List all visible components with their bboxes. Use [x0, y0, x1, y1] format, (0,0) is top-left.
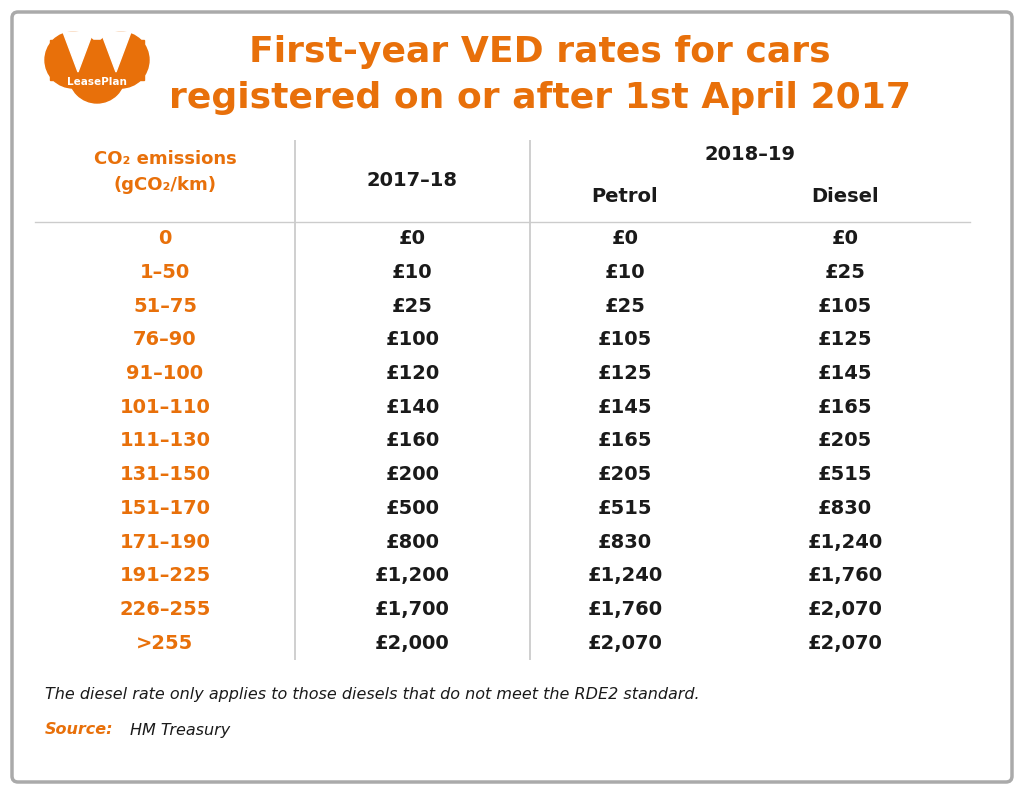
Text: The diesel rate only applies to those diesels that do not meet the RDE2 standard: The diesel rate only applies to those di…	[45, 688, 699, 703]
Text: 51–75: 51–75	[133, 297, 197, 316]
Text: 111–130: 111–130	[120, 431, 211, 450]
Text: 131–150: 131–150	[120, 465, 211, 484]
Text: £165: £165	[598, 431, 652, 450]
Text: £200: £200	[385, 465, 439, 484]
Text: £25: £25	[604, 297, 645, 316]
Text: 191–225: 191–225	[120, 566, 211, 585]
Text: 2017–18: 2017–18	[367, 171, 458, 190]
Text: £0: £0	[399, 229, 426, 249]
Text: £205: £205	[598, 465, 652, 484]
Text: £0: £0	[611, 229, 639, 249]
Text: £1,760: £1,760	[808, 566, 883, 585]
Text: £140: £140	[385, 398, 439, 417]
Text: £1,200: £1,200	[375, 566, 450, 585]
Text: £2,000: £2,000	[375, 634, 450, 653]
FancyBboxPatch shape	[12, 12, 1012, 782]
Text: £160: £160	[385, 431, 439, 450]
Text: £800: £800	[385, 533, 439, 552]
Text: 226–255: 226–255	[120, 600, 211, 619]
Text: £105: £105	[598, 330, 652, 349]
Text: £1,240: £1,240	[588, 566, 663, 585]
Text: £2,070: £2,070	[808, 634, 883, 653]
Polygon shape	[101, 32, 131, 72]
Text: £125: £125	[818, 330, 872, 349]
Text: £25: £25	[824, 263, 865, 282]
Text: CO₂ emissions
(gCO₂/km): CO₂ emissions (gCO₂/km)	[93, 151, 237, 194]
Text: £10: £10	[605, 263, 645, 282]
Text: 101–110: 101–110	[120, 398, 211, 417]
Text: £25: £25	[392, 297, 433, 316]
Circle shape	[93, 32, 150, 88]
Text: £145: £145	[598, 398, 652, 417]
Text: Diesel: Diesel	[811, 187, 879, 206]
Text: £500: £500	[385, 499, 439, 518]
Polygon shape	[63, 32, 93, 72]
Text: 76–90: 76–90	[133, 330, 197, 349]
Text: £125: £125	[598, 364, 652, 384]
Text: registered on or after 1st April 2017: registered on or after 1st April 2017	[169, 81, 911, 115]
Text: 0: 0	[159, 229, 172, 249]
Text: £515: £515	[818, 465, 872, 484]
Text: £1,760: £1,760	[588, 600, 663, 619]
Text: Source:: Source:	[45, 723, 114, 738]
Text: £165: £165	[818, 398, 872, 417]
Text: First-year VED rates for cars: First-year VED rates for cars	[249, 35, 830, 69]
Text: £10: £10	[392, 263, 433, 282]
Circle shape	[69, 47, 125, 103]
Text: £105: £105	[818, 297, 872, 316]
Text: £0: £0	[831, 229, 858, 249]
Text: £830: £830	[818, 499, 872, 518]
Text: 171–190: 171–190	[120, 533, 211, 552]
Text: £1,240: £1,240	[807, 533, 883, 552]
Text: Petrol: Petrol	[592, 187, 658, 206]
Text: HM Treasury: HM Treasury	[130, 723, 230, 738]
Text: 2018–19: 2018–19	[705, 145, 796, 164]
Text: £1,700: £1,700	[375, 600, 450, 619]
Text: £515: £515	[598, 499, 652, 518]
Text: 91–100: 91–100	[126, 364, 204, 384]
Text: £2,070: £2,070	[808, 600, 883, 619]
Text: £205: £205	[818, 431, 872, 450]
Text: 151–170: 151–170	[120, 499, 211, 518]
Polygon shape	[50, 40, 144, 80]
Text: >255: >255	[136, 634, 194, 653]
Text: £120: £120	[385, 364, 439, 384]
Text: £830: £830	[598, 533, 652, 552]
Text: £2,070: £2,070	[588, 634, 663, 653]
Text: 1–50: 1–50	[140, 263, 190, 282]
Text: £145: £145	[818, 364, 872, 384]
Text: LeasePlan: LeasePlan	[67, 77, 127, 87]
Circle shape	[45, 32, 101, 88]
Text: £100: £100	[385, 330, 439, 349]
